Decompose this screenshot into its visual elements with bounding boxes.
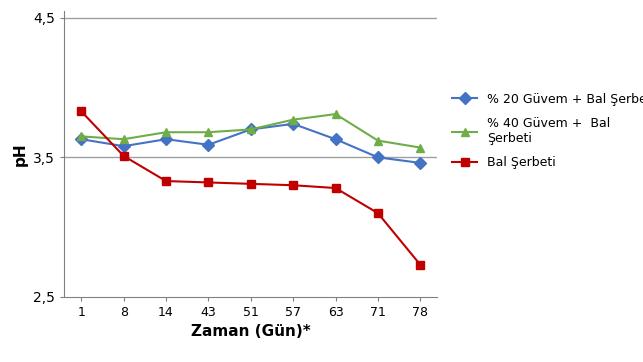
% 20 Güvem + Bal Şerbeti <box>332 137 340 142</box>
Line: % 20 Güvem + Bal Şerbeti: % 20 Güvem + Bal Şerbeti <box>77 120 424 167</box>
% 40 Güvem +  Bal
Şerbeti <box>162 130 170 134</box>
% 40 Güvem +  Bal
Şerbeti <box>332 112 340 116</box>
Bal Şerbeti <box>204 180 212 185</box>
Y-axis label: pH: pH <box>13 142 28 166</box>
Line: Bal Şerbeti: Bal Şerbeti <box>77 107 424 269</box>
% 20 Güvem + Bal Şerbeti <box>77 137 85 142</box>
% 40 Güvem +  Bal
Şerbeti <box>289 118 297 122</box>
% 40 Güvem +  Bal
Şerbeti <box>374 138 382 143</box>
% 20 Güvem + Bal Şerbeti <box>374 155 382 160</box>
% 20 Güvem + Bal Şerbeti <box>120 144 127 148</box>
% 20 Güvem + Bal Şerbeti <box>289 122 297 126</box>
X-axis label: Zaman (Gün)*: Zaman (Gün)* <box>191 324 311 340</box>
Bal Şerbeti <box>374 211 382 215</box>
Bal Şerbeti <box>289 183 297 188</box>
% 20 Güvem + Bal Şerbeti <box>204 143 212 147</box>
Bal Şerbeti <box>417 262 424 267</box>
% 20 Güvem + Bal Şerbeti <box>417 161 424 165</box>
Bal Şerbeti <box>77 109 85 113</box>
% 20 Güvem + Bal Şerbeti <box>162 137 170 142</box>
% 40 Güvem +  Bal
Şerbeti <box>204 130 212 134</box>
% 40 Güvem +  Bal
Şerbeti <box>120 137 127 142</box>
Bal Şerbeti <box>332 186 340 190</box>
Bal Şerbeti <box>162 179 170 183</box>
% 40 Güvem +  Bal
Şerbeti <box>417 146 424 150</box>
Line: % 40 Güvem +  Bal
Şerbeti: % 40 Güvem + Bal Şerbeti <box>77 110 424 152</box>
% 20 Güvem + Bal Şerbeti <box>247 127 255 132</box>
Bal Şerbeti <box>247 182 255 186</box>
% 40 Güvem +  Bal
Şerbeti <box>247 127 255 132</box>
Legend: % 20 Güvem + Bal Şerbeti, % 40 Güvem +  Bal
Şerbeti, Bal Şerbeti: % 20 Güvem + Bal Şerbeti, % 40 Güvem + B… <box>448 88 643 174</box>
% 40 Güvem +  Bal
Şerbeti <box>77 134 85 139</box>
Bal Şerbeti <box>120 154 127 158</box>
